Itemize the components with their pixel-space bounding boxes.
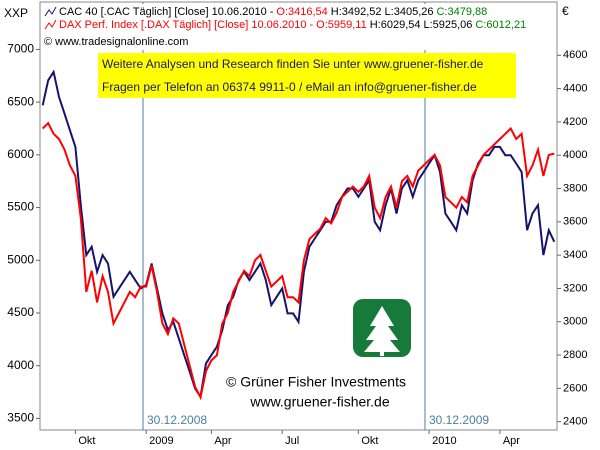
legend-text: H:6029,54 bbox=[370, 19, 421, 31]
legend-bg bbox=[42, 4, 517, 50]
y-tick-label: 6500 bbox=[7, 94, 34, 108]
y2-tick-label: 4400 bbox=[563, 83, 587, 95]
y-tick-label: 4500 bbox=[7, 305, 34, 319]
y-tick-label: 4000 bbox=[7, 358, 34, 372]
x-tick-label: 2010 bbox=[432, 435, 456, 447]
y2-axis-label: € bbox=[562, 4, 569, 18]
x-tick-label: Apr bbox=[214, 435, 231, 447]
legend-text: CAC 40 [.CAC Täglich] [Close] 10.06.2010… bbox=[59, 6, 274, 18]
info-line: Fragen per Telefon an 06374 9911-0 / eMa… bbox=[102, 80, 477, 94]
watermark: www.gruener-fisher.de bbox=[249, 394, 390, 410]
y-tick-label: 7000 bbox=[7, 42, 34, 56]
info-line: Weitere Analysen und Research finden Sie… bbox=[102, 57, 484, 71]
y2-tick-label: 3200 bbox=[563, 282, 587, 294]
legend-text: O:5959,11 bbox=[316, 19, 367, 31]
x-tick-label: Okt bbox=[78, 435, 95, 447]
y2-tick-label: 2600 bbox=[563, 382, 587, 394]
y2-tick-label: 3000 bbox=[563, 316, 587, 328]
y2-tick-label: 2800 bbox=[563, 349, 587, 361]
y2-tick-label: 3600 bbox=[563, 216, 587, 228]
legend-entry: DAX Perf. Index [.DAX Täglich] [Close] 1… bbox=[59, 19, 526, 31]
x-tick-label: Jul bbox=[285, 435, 299, 447]
legend-icon bbox=[44, 6, 57, 17]
legend-text: L:5925,06 bbox=[423, 19, 472, 31]
y-axis-label: XXP bbox=[4, 6, 28, 20]
y-tick-label: 5500 bbox=[7, 200, 34, 214]
y-tick-label: 5000 bbox=[7, 252, 34, 266]
legend-entry: CAC 40 [.CAC Täglich] [Close] 10.06.2010… bbox=[59, 6, 487, 18]
legend-text: DAX Perf. Index [.DAX Täglich] [Close] 1… bbox=[59, 19, 313, 31]
annotation: 30.12.2008 bbox=[147, 413, 207, 427]
legend-text: L:3405,26 bbox=[385, 6, 434, 18]
x-tick-label: Apr bbox=[503, 435, 520, 447]
info-box bbox=[98, 53, 516, 98]
legend-text: H:3492,52 bbox=[331, 6, 382, 18]
y-tick-label: 6000 bbox=[7, 147, 34, 161]
y-tick-label: 3500 bbox=[7, 411, 34, 425]
plot-frame bbox=[39, 1, 558, 431]
y2-tick-label: 3400 bbox=[563, 249, 587, 261]
legend-text: O:3416,54 bbox=[276, 6, 327, 18]
legend-icon bbox=[44, 19, 57, 30]
legend-text: C:6012,21 bbox=[475, 19, 526, 31]
y2-tick-label: 4600 bbox=[563, 49, 587, 61]
x-tick-label: Okt bbox=[361, 435, 378, 447]
y2-tick-label: 3800 bbox=[563, 182, 587, 194]
y2-tick-label: 4200 bbox=[563, 116, 587, 128]
logo bbox=[353, 299, 411, 357]
y2-tick-label: 2400 bbox=[563, 416, 587, 428]
series-line bbox=[42, 121, 555, 401]
source: © www.tradesignalonline.com bbox=[44, 36, 188, 48]
y2-tick-label: 4000 bbox=[563, 149, 587, 161]
x-tick-label: 2009 bbox=[149, 435, 173, 447]
series-line bbox=[41, 69, 556, 400]
watermark: © Grüner Fisher Investments bbox=[226, 374, 406, 390]
annotation: 30.12.2009 bbox=[429, 413, 489, 427]
legend-text: C:3479,88 bbox=[436, 6, 487, 18]
